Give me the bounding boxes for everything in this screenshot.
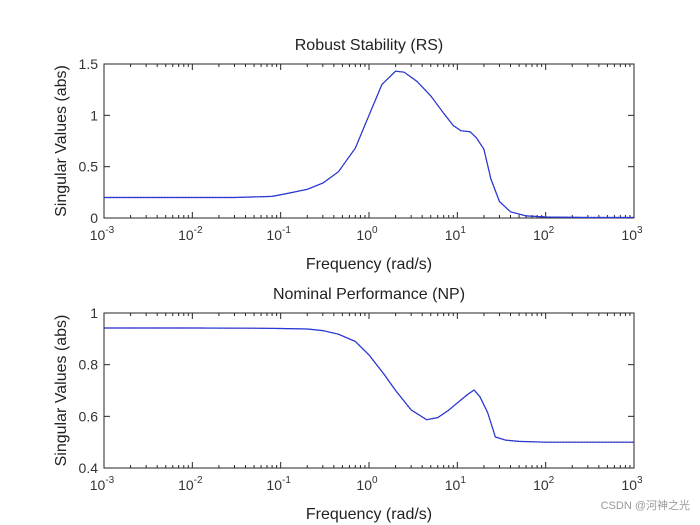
- plot-title: Nominal Performance (NP): [273, 286, 465, 303]
- x-tick-label: 102: [533, 475, 555, 493]
- y-tick-label: 0: [90, 210, 98, 226]
- y-tick-label: 1: [90, 107, 98, 123]
- series-line-lower: [104, 327, 634, 443]
- y-tick-label: 1: [90, 305, 98, 321]
- x-tick-label: 10-2: [178, 475, 203, 493]
- x-tick-label: 103: [621, 475, 643, 493]
- plot-title: Robust Stability (RS): [295, 37, 444, 54]
- x-tick-label: 10-3: [90, 475, 115, 493]
- y-axis-label: Singular Values (abs): [53, 315, 70, 467]
- subplot-2: 10-3 10-2 10-1 100 101 102 103 0.4 0.6 0.8 1 Nomina…: [53, 286, 643, 523]
- subplot-1: 10-3 10-2 10-1 100 101 102 103 0 0.5 1 1.5 Robust S…: [53, 37, 643, 273]
- watermark: CSDN @河神之光: [600, 500, 690, 512]
- axes-box: [103, 63, 635, 219]
- x-tick-label: 10-1: [266, 475, 291, 493]
- y-axis-label: Singular Values (abs): [53, 65, 70, 217]
- x-tick-label: 10-2: [178, 225, 203, 243]
- x-tick-label: 103: [621, 225, 643, 243]
- x-tick-label: 10-3: [90, 225, 115, 243]
- y-tick-label: 0.6: [79, 408, 99, 424]
- x-tick-label: 101: [445, 225, 467, 243]
- x-tick-label: 100: [356, 475, 378, 493]
- x-tick-label: 102: [533, 225, 555, 243]
- x-axis-label: Frequency (rad/s): [306, 256, 432, 273]
- x-axis-label: Frequency (rad/s): [306, 506, 432, 523]
- y-tick-label: 1.5: [79, 56, 99, 72]
- x-tick-label: 100: [356, 225, 378, 243]
- series-line-lower: [104, 70, 634, 219]
- x-tick-label: 10-1: [266, 225, 291, 243]
- y-tick-label: 0.5: [79, 159, 99, 175]
- y-tick-label: 0.8: [79, 357, 99, 373]
- x-tick-label: 101: [445, 475, 467, 493]
- axes-box: [103, 312, 635, 469]
- y-tick-label: 0.4: [79, 460, 99, 476]
